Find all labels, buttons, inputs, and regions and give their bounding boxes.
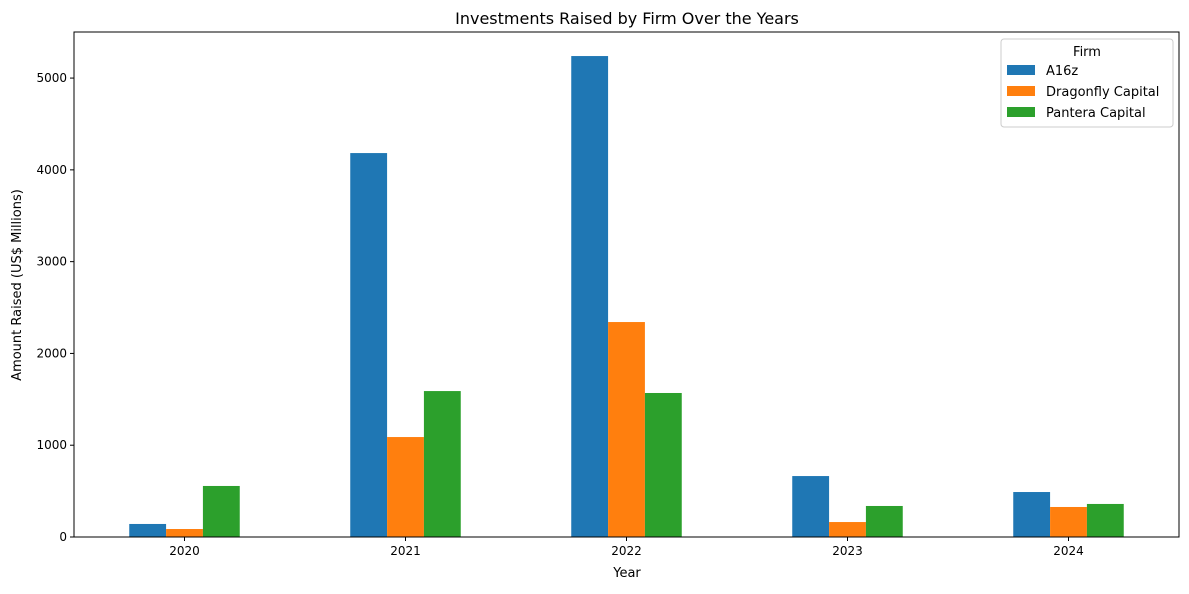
bar-a16z-2022 (571, 56, 609, 538)
bar-dragonfly-capital-2020 (166, 529, 203, 537)
y-tick-label: 2000 (36, 346, 67, 360)
bar-a16z-2020 (129, 523, 167, 537)
x-tick-label: 2023 (832, 544, 863, 558)
legend: Firm A16z Dragonfly Capital Pantera Capita… (1000, 38, 1174, 128)
y-tick-label: 3000 (36, 255, 67, 269)
legend-entry: A16z (1046, 64, 1078, 79)
x-tick-label: 2021 (390, 544, 421, 558)
bar-pantera-capital-2023 (865, 505, 903, 537)
x-tick-label: 2024 (1053, 544, 1084, 558)
y-tick-label: 0 (59, 530, 67, 544)
bar-pantera-capital-2024 (1086, 503, 1124, 537)
y-tick-label: 1000 (36, 438, 67, 452)
bar-dragonfly-capital-2024 (1050, 506, 1087, 537)
legend-swatch (1007, 86, 1035, 96)
bar-a16z-2021 (350, 153, 388, 538)
bar-dragonfly-capital-2022 (608, 322, 645, 537)
x-axis-label: Year (612, 566, 641, 581)
x-tick-label: 2022 (611, 544, 642, 558)
bar-a16z-2023 (792, 476, 830, 537)
legend-entry: Pantera Capital (1046, 106, 1146, 121)
legend-swatch (1007, 107, 1035, 117)
bar-a16z-2024 (1013, 492, 1051, 537)
legend-swatch (1007, 65, 1035, 75)
chart-title: Investments Raised by Firm Over the Year… (455, 9, 799, 28)
bar-pantera-capital-2021 (423, 391, 461, 537)
y-tick-label: 4000 (36, 163, 67, 177)
bar-dragonfly-capital-2021 (387, 437, 424, 537)
legend-entry: Dragonfly Capital (1046, 85, 1159, 100)
legend-box (1000, 38, 1174, 128)
bar-dragonfly-capital-2023 (829, 522, 866, 537)
bar-pantera-capital-2022 (644, 392, 682, 537)
legend-title: Firm (1073, 45, 1101, 60)
y-axis-label: Amount Raised (US$ Millions) (10, 189, 25, 381)
plot-frame (73, 31, 1180, 538)
x-tick-label: 2020 (169, 544, 200, 558)
bar-pantera-capital-2020 (202, 485, 240, 537)
y-tick-label: 5000 (36, 71, 67, 85)
